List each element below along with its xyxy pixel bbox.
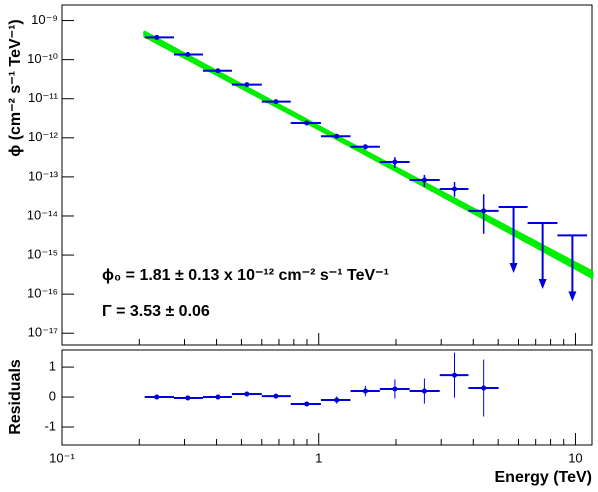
data-point (421, 388, 427, 394)
data-point (481, 385, 487, 391)
y-tick-label: 1 (49, 359, 56, 374)
data-point (154, 34, 160, 40)
x-tick-label: 10 (568, 450, 582, 465)
upper-limit-arrowhead (568, 291, 577, 302)
upper-limit-arrowhead (538, 279, 547, 290)
data-point (244, 391, 250, 397)
data-point (185, 52, 191, 58)
y-axis-label: ϕ (cm⁻² s⁻¹ TeV⁻¹) (7, 19, 24, 156)
data-point (154, 394, 160, 400)
data-point (421, 177, 427, 183)
data-point (392, 386, 398, 392)
y-tick-label: -1 (44, 418, 56, 433)
x-tick-label: 1 (315, 450, 322, 465)
data-point (273, 393, 279, 399)
y-tick-label: 10⁻¹⁴ (27, 207, 58, 222)
data-point (481, 208, 487, 214)
data-point (304, 120, 310, 126)
y-tick-label: 10⁻¹⁵ (27, 247, 58, 262)
y-tick-label: 10⁻¹⁰ (27, 51, 58, 66)
data-point (215, 68, 221, 74)
y-tick-label: 0 (49, 388, 56, 403)
y-tick-label: 10⁻¹³ (28, 168, 59, 183)
data-point (304, 401, 310, 407)
y-tick-label: 10⁻¹⁶ (27, 286, 58, 301)
fit-band (143, 30, 594, 279)
data-point (362, 144, 368, 150)
annotation: ϕ₀ = 1.81 ± 0.13 x 10⁻¹² cm⁻² s⁻¹ TeV⁻¹ (102, 267, 389, 284)
data-point (452, 186, 458, 192)
data-point (334, 397, 340, 403)
data-point (452, 372, 458, 378)
data-point (362, 388, 368, 394)
spectrum-frame (61, 4, 593, 346)
data-point (273, 99, 279, 105)
y-tick-label: 10⁻⁹ (31, 12, 58, 27)
y-tick-label: 10⁻¹⁷ (28, 325, 59, 340)
data-point (215, 394, 221, 400)
data-point (185, 395, 191, 401)
upper-limit-arrowhead (509, 262, 518, 273)
data-point (334, 133, 340, 139)
residual-axis-label: Residuals (7, 359, 24, 435)
y-tick-label: 10⁻¹¹ (28, 90, 59, 105)
data-point (392, 159, 398, 165)
annotation: Γ = 3.53 ± 0.06 (102, 303, 210, 320)
y-tick-label: 10⁻¹² (28, 129, 59, 144)
x-axis-label: Energy (TeV) (495, 469, 593, 486)
x-tick-label: 10⁻¹ (49, 450, 75, 465)
data-point (244, 82, 250, 88)
